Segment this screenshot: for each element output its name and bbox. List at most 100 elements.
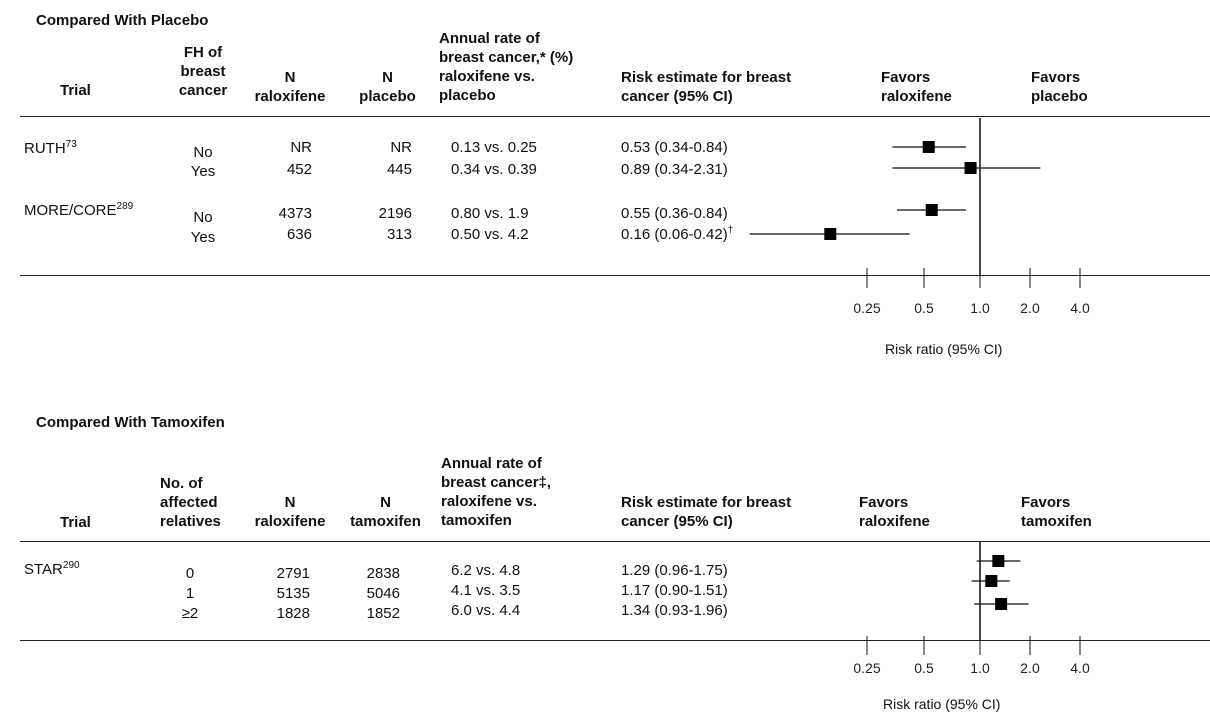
header-relatives: No. of affected relatives: [160, 474, 221, 531]
header-n-line: tamoxifen: [350, 513, 421, 530]
header-n-line: N: [382, 69, 393, 86]
fh-cell: No: [193, 209, 213, 226]
table-bottom-rule: [20, 640, 1210, 641]
n-raloxifene-cell: 1828: [276, 605, 310, 622]
header-risk-estimate: Risk estimate for breast cancer (95% CI): [621, 68, 791, 106]
rate-cell: 4.1 vs. 3.5: [451, 582, 521, 599]
risk-cell: 0.16 (0.06-0.42)†: [621, 225, 734, 244]
rate-cell: 0.34 vs. 0.39: [451, 161, 537, 178]
header-favors-line: raloxifene: [859, 513, 930, 530]
header-rate-line: breast cancer,* (%): [439, 49, 574, 66]
header-favors-line: Favors: [881, 69, 931, 86]
n-tamoxifen-cell: 1852: [366, 605, 400, 622]
header-rate-line: raloxifene vs.: [441, 493, 537, 510]
n-raloxifene-cell: NR: [290, 139, 312, 156]
header-n-line: N: [380, 494, 391, 511]
header-n-line: N: [284, 69, 296, 86]
point-estimate-marker: [922, 141, 935, 153]
rate-cell: 6.0 vs. 4.4: [451, 602, 521, 619]
header-fh-line: affected: [160, 494, 218, 511]
header-n-line: N: [284, 494, 296, 511]
header-rate-line: placebo: [439, 87, 496, 104]
header-trial: Trial: [60, 514, 91, 531]
header-favors-line: Favors: [1021, 494, 1071, 511]
header-n-placebo: N placebo: [345, 68, 430, 106]
point-estimate-marker: [995, 598, 1008, 610]
x-tick-label: 2.0: [1020, 300, 1040, 316]
point-estimate-marker: [964, 162, 977, 174]
relatives-cell: 0: [185, 565, 195, 582]
section-title: Compared With Placebo: [36, 12, 209, 29]
fh-cell: Yes: [190, 229, 216, 246]
header-favors-raloxifene: Favors raloxifene: [881, 68, 952, 106]
header-risk-line: cancer (95% CI): [621, 88, 733, 105]
header-favors-line: Favors: [859, 494, 909, 511]
trial-label: STAR290: [24, 560, 80, 579]
point-estimate-marker: [985, 575, 998, 587]
header-favors-placebo: Favors placebo: [1031, 68, 1088, 106]
risk-cell: 1.29 (0.96-1.75): [621, 562, 728, 579]
fh-cell: Yes: [190, 163, 216, 180]
header-divider: [20, 541, 1210, 542]
trial-label: MORE/CORE289: [24, 201, 134, 220]
header-fh-line: No. of: [160, 475, 203, 492]
header-fh: FH of breast cancer: [168, 43, 238, 100]
x-tick-label: 0.5: [914, 660, 934, 676]
header-fh-line: breast: [180, 63, 226, 80]
header-annual-rate: Annual rate of breast cancer‡, raloxifen…: [441, 454, 551, 530]
x-tick-label: 4.0: [1070, 660, 1090, 676]
fh-cell: No: [193, 144, 213, 161]
risk-cell: 1.17 (0.90-1.51): [621, 582, 728, 599]
header-fh-line: relatives: [160, 513, 221, 530]
header-trial: Trial: [60, 82, 91, 99]
x-tick-label: 1.0: [970, 660, 990, 676]
header-n-line: raloxifene: [254, 513, 326, 530]
table-bottom-rule: [20, 275, 1210, 276]
x-tick-label: 0.25: [853, 660, 880, 676]
n-raloxifene-cell: 5135: [276, 585, 310, 602]
risk-cell: 0.89 (0.34-2.31): [621, 161, 728, 178]
n-placebo-cell: 313: [386, 226, 412, 243]
relatives-cell: ≥2: [181, 605, 199, 622]
header-fh-line: cancer: [178, 82, 228, 99]
n-tamoxifen-cell: 2838: [366, 565, 400, 582]
header-annual-rate: Annual rate of breast cancer,* (%) ralox…: [439, 29, 573, 105]
axis-label: Risk ratio (95% CI): [883, 696, 1001, 712]
relatives-cell: 1: [185, 585, 195, 602]
header-rate-line: breast cancer‡,: [441, 474, 552, 491]
risk-cell: 0.55 (0.36-0.84): [621, 205, 728, 222]
point-estimate-marker: [925, 204, 938, 216]
n-placebo-cell: 2196: [378, 205, 412, 222]
rate-cell: 0.13 vs. 0.25: [451, 139, 537, 156]
rate-cell: 0.50 vs. 4.2: [451, 226, 529, 243]
header-favors-line: tamoxifen: [1021, 513, 1092, 530]
header-favors-line: Favors: [1031, 69, 1081, 86]
section-title: Compared With Tamoxifen: [36, 414, 225, 431]
header-favors-line: placebo: [1031, 88, 1088, 105]
header-rate-line: raloxifene vs.: [439, 68, 535, 85]
header-risk-line: cancer (95% CI): [621, 513, 733, 530]
axis-label: Risk ratio (95% CI): [885, 341, 1003, 357]
x-tick-label: 0.5: [914, 300, 934, 316]
header-n-line: raloxifene: [254, 88, 326, 105]
trial-label: RUTH73: [24, 139, 77, 158]
header-favors-raloxifene: Favors raloxifene: [859, 493, 930, 531]
point-estimate-marker: [992, 555, 1005, 567]
x-tick-label: 4.0: [1070, 300, 1090, 316]
rate-cell: 6.2 vs. 4.8: [451, 562, 521, 579]
header-n-tamoxifen: N tamoxifen: [343, 493, 428, 531]
risk-cell: 1.34 (0.93-1.96): [621, 602, 728, 619]
rate-cell: 0.80 vs. 1.9: [451, 205, 529, 222]
x-tick-label: 0.25: [853, 300, 880, 316]
header-rate-line: tamoxifen: [441, 512, 512, 529]
header-favors-tamoxifen: Favors tamoxifen: [1021, 493, 1092, 531]
n-raloxifene-cell: 4373: [278, 205, 312, 222]
header-n-raloxifene: N raloxifene: [240, 493, 340, 531]
point-estimate-marker: [824, 228, 837, 240]
header-divider: [20, 116, 1210, 117]
header-fh-line: FH of: [183, 44, 223, 61]
n-tamoxifen-cell: 5046: [366, 585, 400, 602]
header-risk-estimate: Risk estimate for breast cancer (95% CI): [621, 493, 791, 531]
header-rate-line: Annual rate of: [439, 30, 540, 47]
